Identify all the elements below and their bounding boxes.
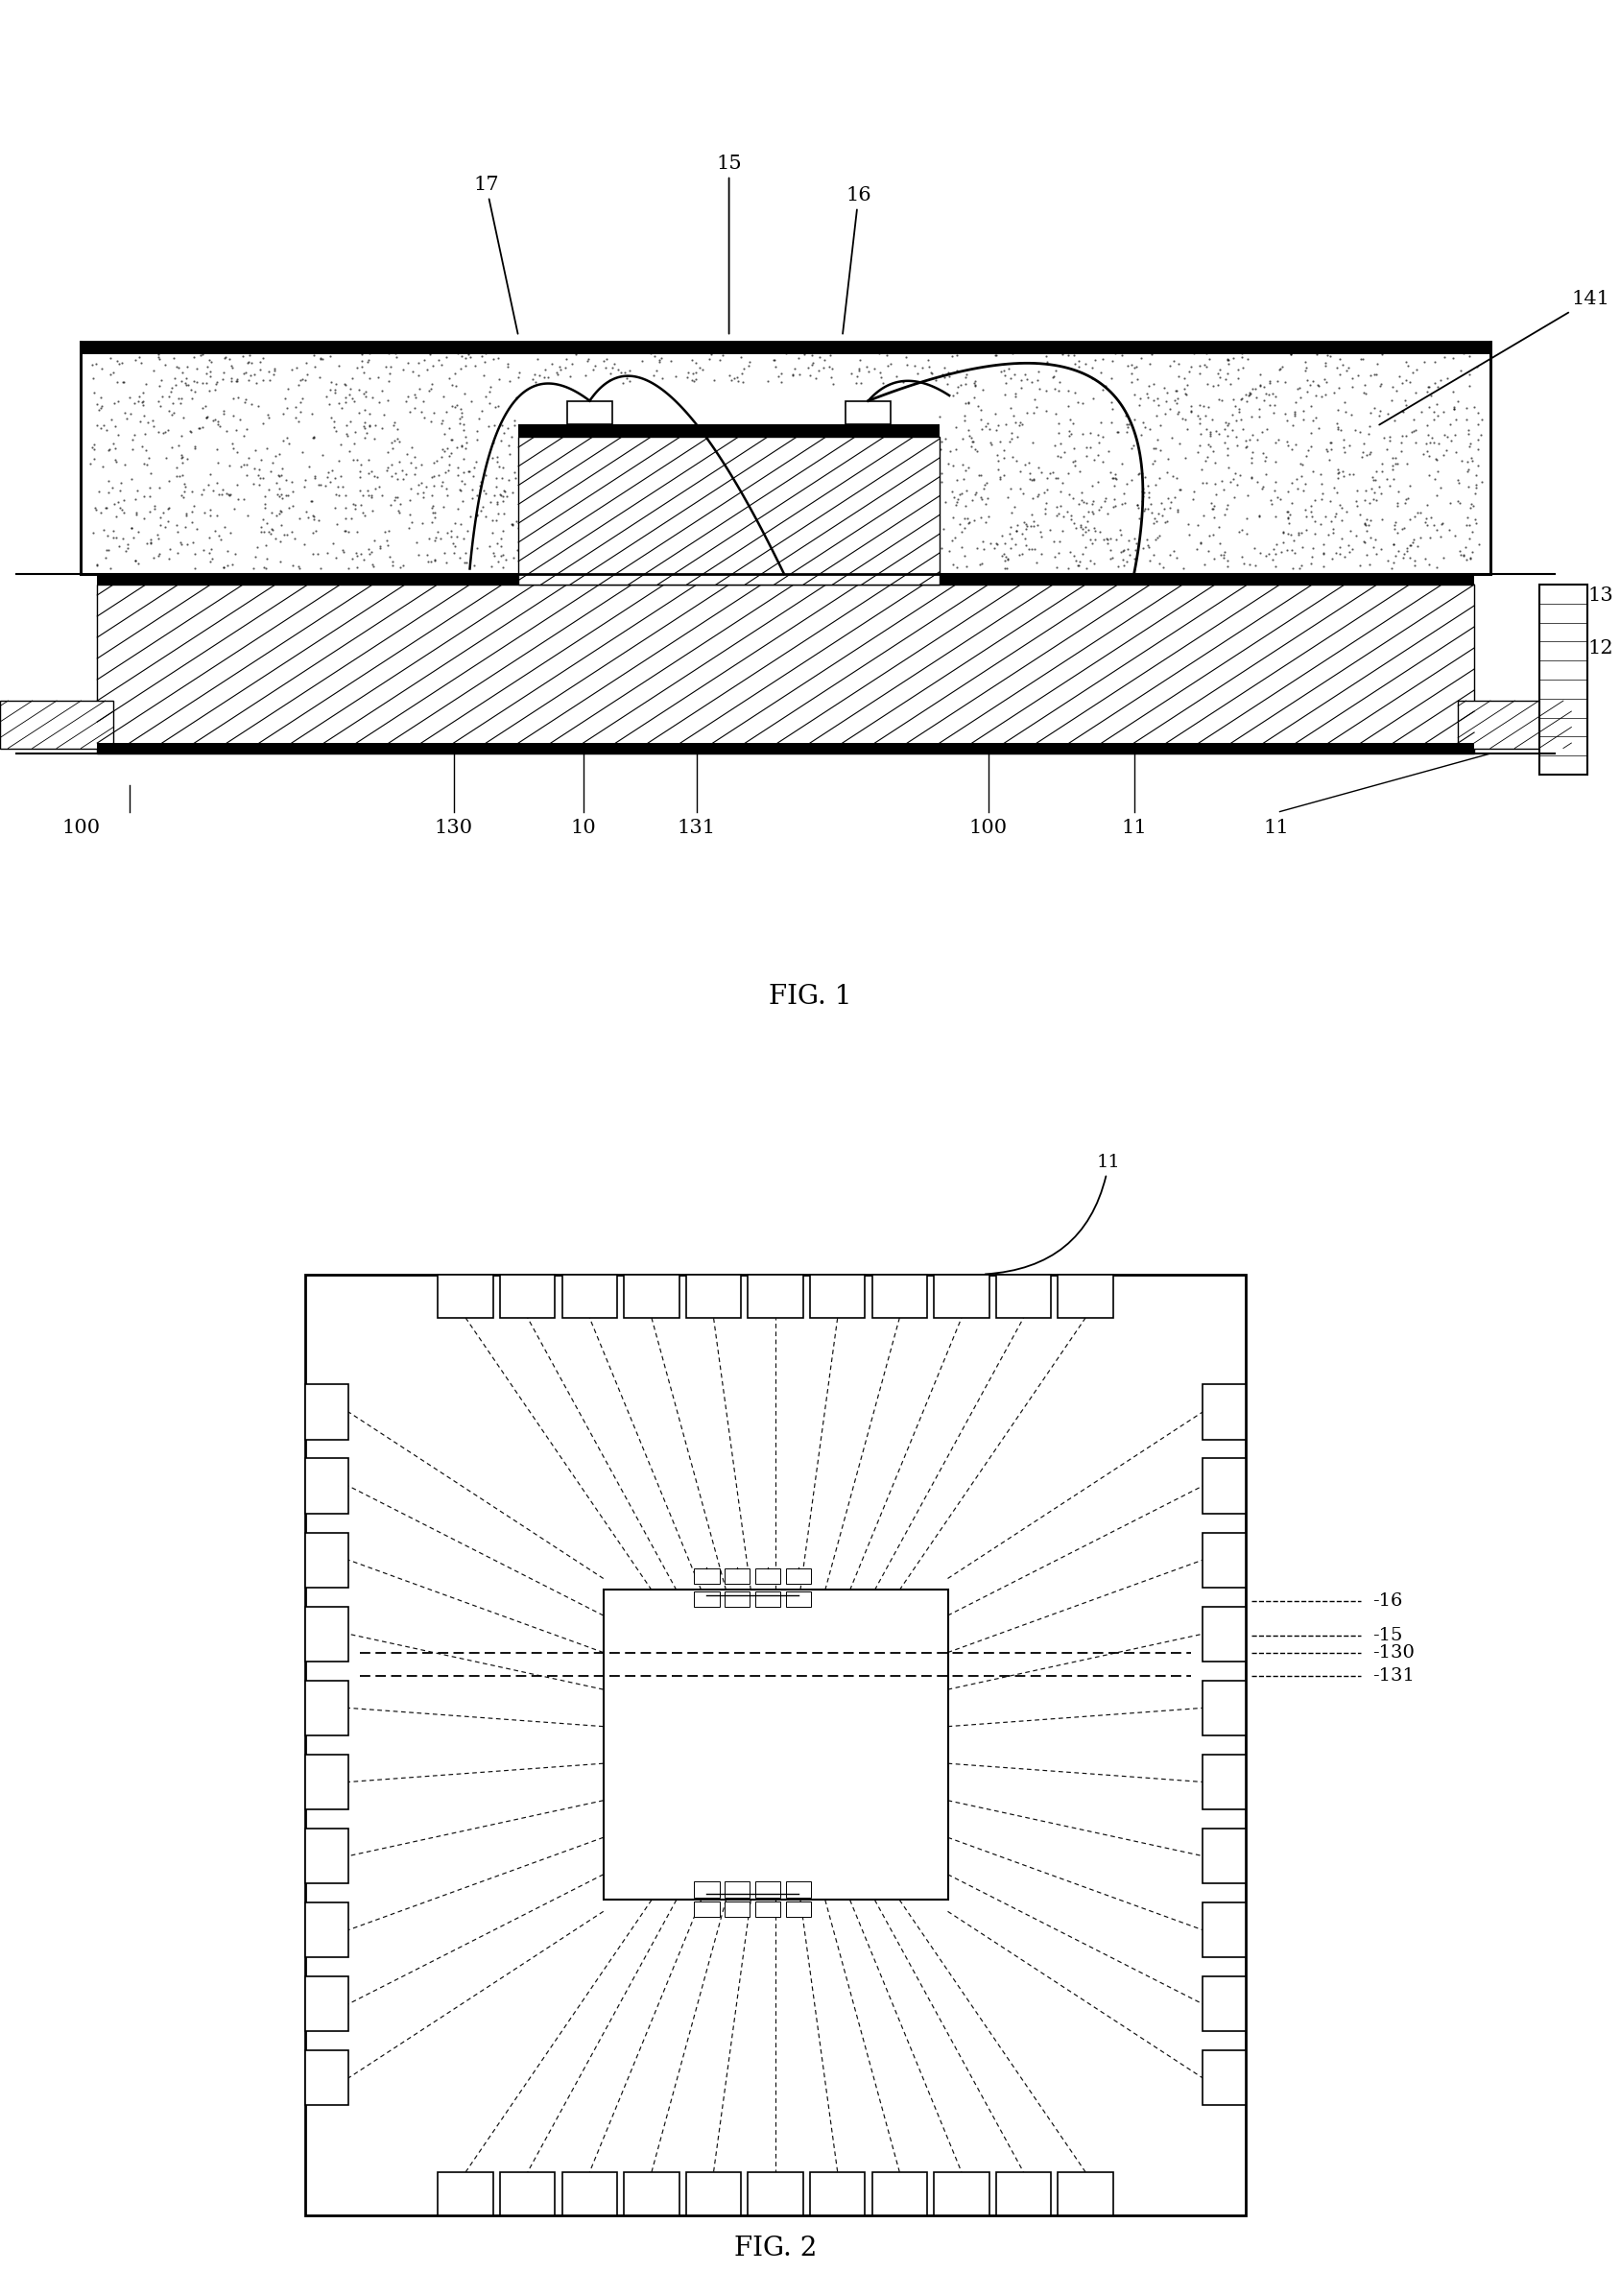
Bar [724, 1901, 750, 1917]
Bar [437, 1274, 492, 1318]
Bar [810, 1274, 865, 1318]
Bar [1202, 1828, 1246, 1883]
Text: 10: 10 [570, 817, 596, 836]
Bar [693, 1568, 719, 1584]
Bar [305, 1531, 348, 1587]
Text: 15: 15 [716, 154, 742, 333]
Bar [1202, 1754, 1246, 1809]
Bar [693, 1901, 719, 1917]
Bar [724, 1568, 750, 1584]
Bar [755, 1591, 781, 1607]
Bar [624, 1274, 679, 1318]
Bar [996, 1274, 1051, 1318]
Bar [1202, 1903, 1246, 1958]
Bar [786, 1591, 812, 1607]
Text: -131: -131 [1372, 1667, 1414, 1685]
Text: 11: 11 [1121, 817, 1147, 836]
Text: 16: 16 [842, 186, 872, 333]
Bar [935, 2172, 990, 2216]
Bar [693, 1591, 719, 1607]
Bar [305, 1681, 348, 1736]
Bar [305, 1903, 348, 1958]
Bar [1539, 585, 1588, 774]
Text: 11: 11 [985, 1153, 1121, 1274]
Bar [872, 2172, 927, 2216]
Bar [1458, 700, 1571, 748]
Bar [724, 1883, 750, 1896]
Bar [81, 342, 1490, 574]
Bar [305, 1274, 1246, 2216]
Bar [567, 402, 612, 425]
Bar [786, 1883, 812, 1896]
Bar [786, 1568, 812, 1584]
Bar [518, 436, 940, 585]
Bar [786, 1901, 812, 1917]
Text: FIG. 2: FIG. 2 [734, 2236, 816, 2262]
Bar [305, 2050, 348, 2105]
Bar [97, 585, 1474, 753]
Bar [501, 1274, 556, 1318]
Bar [305, 1754, 348, 1809]
Bar [1202, 1607, 1246, 1662]
Text: 13: 13 [1588, 585, 1614, 604]
Bar [305, 1384, 348, 1440]
Bar [872, 1274, 927, 1318]
Bar [1202, 2050, 1246, 2105]
Bar [603, 1589, 948, 1901]
Bar [935, 1274, 990, 1318]
Bar [1202, 1681, 1246, 1736]
Bar [437, 2172, 492, 2216]
Bar [305, 1607, 348, 1662]
Text: FIG. 1: FIG. 1 [768, 983, 852, 1010]
Bar [748, 1274, 804, 1318]
Bar [755, 1901, 781, 1917]
Bar [624, 2172, 679, 2216]
Bar [97, 574, 1474, 585]
Bar [0, 700, 113, 748]
Bar [562, 2172, 617, 2216]
Text: -16: -16 [1372, 1593, 1403, 1609]
Text: -15: -15 [1372, 1628, 1403, 1644]
Text: 11: 11 [1264, 817, 1290, 836]
Bar [305, 1458, 348, 1513]
Bar [724, 1591, 750, 1607]
Text: 100: 100 [62, 817, 100, 836]
Bar [562, 1274, 617, 1318]
Bar [1202, 1458, 1246, 1513]
Bar [755, 1883, 781, 1896]
Bar [305, 1828, 348, 1883]
Text: 100: 100 [969, 817, 1008, 836]
Bar [1202, 1977, 1246, 2032]
Text: 130: 130 [434, 817, 473, 836]
Bar [81, 342, 1490, 354]
Bar [846, 402, 891, 425]
Bar [1202, 1384, 1246, 1440]
Bar [748, 2172, 804, 2216]
Bar [97, 744, 1474, 753]
Text: 17: 17 [473, 174, 518, 333]
Bar [685, 1274, 740, 1318]
Bar [996, 2172, 1051, 2216]
Bar [1058, 1274, 1113, 1318]
Text: -130: -130 [1372, 1644, 1414, 1662]
Bar [501, 2172, 556, 2216]
Text: 141: 141 [1379, 289, 1610, 425]
Bar [518, 425, 940, 436]
Bar [693, 1883, 719, 1896]
Text: 131: 131 [677, 817, 716, 836]
Bar [305, 1977, 348, 2032]
Bar [1202, 1531, 1246, 1587]
Bar [685, 2172, 740, 2216]
Bar [810, 2172, 865, 2216]
Text: 12: 12 [1588, 638, 1614, 657]
Bar [755, 1568, 781, 1584]
Bar [1058, 2172, 1113, 2216]
